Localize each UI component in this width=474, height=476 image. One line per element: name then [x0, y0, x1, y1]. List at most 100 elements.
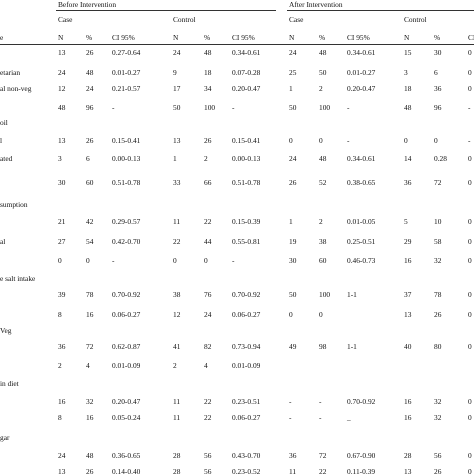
table-cell-control-before-n: 11 [173, 397, 181, 406]
row-label: Veg [0, 326, 12, 335]
header-before-intervention: Before Intervention [58, 0, 117, 9]
table-cell-case-before-n: 21 [58, 217, 66, 226]
table-cell-case-before-n: 24 [58, 451, 66, 460]
table-cell-case-before-ci: 0.70-0.92 [112, 290, 141, 299]
table-cell-control-before-ci: 0.23-0.52 [232, 467, 261, 476]
table-cell-control-after-ci: - [468, 103, 471, 112]
table-cell-control-after-n: 14 [404, 154, 412, 163]
table-cell-case-before-ci: 0.15-0.41 [112, 136, 141, 145]
table-cell-control-after-pct: 10 [434, 217, 442, 226]
table-cell-control-after-pct: 78 [434, 290, 442, 299]
table-cell-control-before-n: 13 [173, 136, 181, 145]
table-cell-case-after-n: 24 [289, 154, 297, 163]
table-cell-case-before-ci: 0.06-0.27 [112, 310, 141, 319]
table-cell-control-before-n: 33 [173, 178, 181, 187]
col-header-control-before-n: N [173, 33, 179, 42]
table-cell-case-after-pct: 72 [319, 451, 327, 460]
table-cell-control-after-n: 18 [404, 84, 412, 93]
table-cell-control-before-n: 12 [173, 310, 181, 319]
col-header-case-after-ci: CI 95% [347, 33, 370, 42]
table-cell-case-after-ci: 0.34-0.61 [347, 48, 376, 57]
table-cell-control-before-pct: 2 [204, 154, 208, 163]
table-cell-case-before-n: 13 [58, 48, 66, 57]
table-cell-control-after-ci: 0 [468, 310, 472, 319]
table-cell-case-after-n: - [289, 413, 292, 422]
table-cell-case-before-ci: 0.62-0.87 [112, 342, 141, 351]
table-cell-case-after-n: 0 [289, 136, 293, 145]
table-cell-case-before-pct: 54 [86, 237, 94, 246]
table-cell-case-before-ci: 0.42-0.70 [112, 237, 141, 246]
col-header-control-after-ci: CI 95% [468, 33, 474, 42]
table-cell-control-after-ci: 0 [468, 290, 472, 299]
table-cell-case-before-pct: 96 [86, 103, 94, 112]
table-cell-case-before-pct: 32 [86, 397, 94, 406]
table-cell-control-after-ci: 0 [468, 178, 472, 187]
table-cell-case-after-ci: 0.46-0.73 [347, 256, 376, 265]
row-label: e salt intake [0, 274, 36, 283]
table-cell-case-after-ci: 0.34-0.61 [347, 154, 376, 163]
table-cell-case-after-ci: 0.01-0.27 [347, 68, 376, 77]
table-cell-case-after-n: 1 [289, 84, 293, 93]
table-cell-case-before-pct: 26 [86, 48, 94, 57]
table-cell-case-after-pct: - [319, 397, 322, 406]
table-cell-control-before-n: 38 [173, 290, 181, 299]
col-header-case-before-ci: CI 95% [112, 33, 135, 42]
table-cell-control-before-n: 11 [173, 217, 181, 226]
table-cell-control-after-ci: 0 [468, 413, 472, 422]
table-cell-control-before-pct: 0 [204, 256, 208, 265]
table-cell-control-after-pct: 80 [434, 342, 442, 351]
table-cell-case-before-ci: 0.01-0.09 [112, 361, 141, 370]
table-cell-control-before-pct: 56 [204, 467, 212, 476]
table-cell-control-after-pct: 58 [434, 237, 442, 246]
table-cell-case-before-pct: 72 [86, 342, 94, 351]
table-cell-control-before-ci: 0.20-0.47 [232, 84, 261, 93]
table-cell-case-after-ci: 1-1 [347, 290, 357, 299]
table-cell-case-after-n: 50 [289, 103, 297, 112]
table-cell-control-after-ci: 0 [468, 451, 472, 460]
table-cell-case-before-n: 27 [58, 237, 66, 246]
table-cell-case-before-n: 8 [58, 413, 62, 422]
table-cell-control-before-n: 0 [173, 256, 177, 265]
table-cell-control-after-ci: 0 [468, 68, 472, 77]
table-cell-case-before-ci: 0.14-0.40 [112, 467, 141, 476]
table-cell-control-after-pct: 32 [434, 256, 442, 265]
table-cell-control-before-ci: 0.07-0.28 [232, 68, 261, 77]
table-cell-case-after-ci: 0.38-0.65 [347, 178, 376, 187]
table-cell-case-after-ci: - [347, 103, 350, 112]
table-cell-case-before-n: 12 [58, 84, 66, 93]
table-cell-case-before-n: 8 [58, 310, 62, 319]
table-cell-control-after-n: 40 [404, 342, 412, 351]
table-cell-control-after-pct: 26 [434, 310, 442, 319]
col-header-control-before-ci: CI 95% [232, 33, 255, 42]
col-header-case-before-n: N [58, 33, 64, 42]
table-cell-case-after-pct: 100 [319, 103, 331, 112]
table-cell-control-before-n: 17 [173, 84, 181, 93]
table-cell-control-after-ci: 0 [468, 342, 472, 351]
table-cell-case-after-ci: 0.01-0.05 [347, 217, 376, 226]
table-cell-control-after-pct: 30 [434, 48, 442, 57]
table-cell-control-after-ci: 0 [468, 154, 472, 163]
table-cell-case-before-n: 30 [58, 178, 66, 187]
table-cell-control-before-pct: 76 [204, 290, 212, 299]
table-cell-case-after-pct: 100 [319, 290, 331, 299]
table-cell-control-after-pct: 26 [434, 467, 442, 476]
header-control-after: Control [404, 15, 427, 24]
table-cell-control-before-pct: 22 [204, 217, 212, 226]
table-cell-control-after-n: 16 [404, 413, 412, 422]
table-cell-case-after-n: 30 [289, 256, 297, 265]
table-cell-case-before-ci: 0.01-0.27 [112, 68, 141, 77]
table-cell-control-before-ci: 0.55-0.81 [232, 237, 261, 246]
table-cell-case-after-ci: 0.20-0.47 [347, 84, 376, 93]
table-cell-case-after-pct: 0 [319, 136, 323, 145]
row-label: etarian [0, 68, 21, 77]
table-cell-case-after-pct: 48 [319, 48, 327, 57]
table-cell-case-before-ci: 0.21-0.57 [112, 84, 141, 93]
table-cell-control-before-n: 28 [173, 451, 181, 460]
table-cell-control-before-pct: 82 [204, 342, 212, 351]
table-cell-control-after-ci: 0 [468, 256, 472, 265]
table-cell-control-after-n: 16 [404, 256, 412, 265]
table-cell-control-before-ci: 0.00-0.13 [232, 154, 261, 163]
table-cell-control-before-ci: - [232, 256, 235, 265]
table-cell-case-after-n: 49 [289, 342, 297, 351]
